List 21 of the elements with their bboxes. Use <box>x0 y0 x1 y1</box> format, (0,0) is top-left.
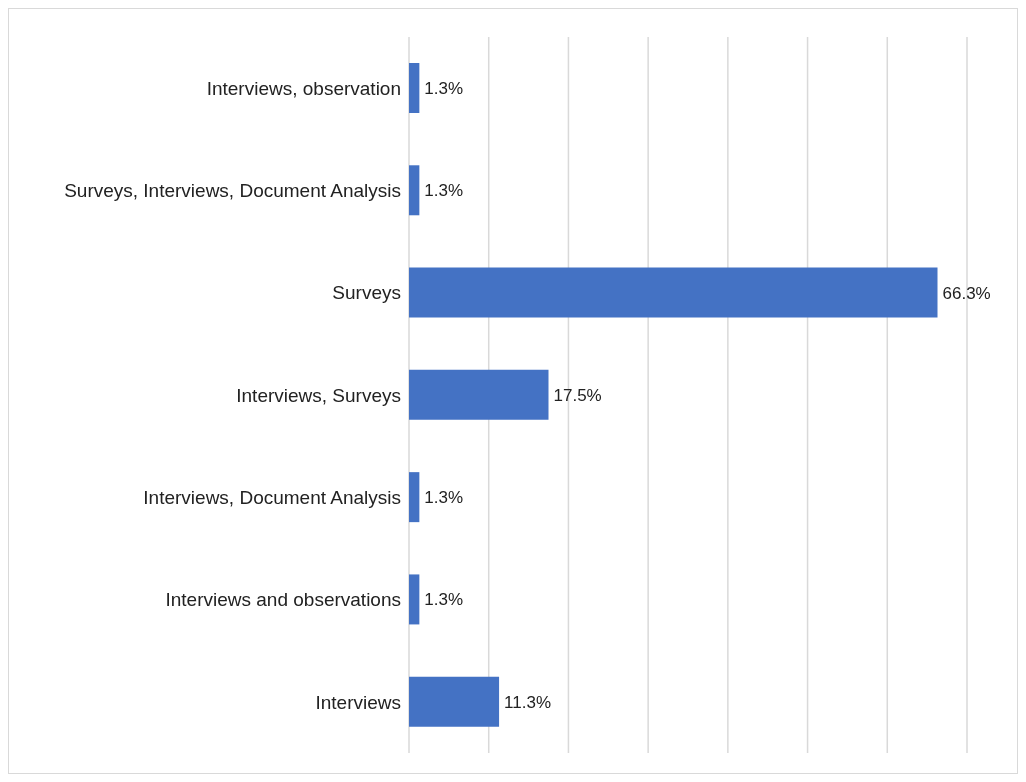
bar <box>409 63 420 113</box>
data-label: 11.3% <box>504 692 552 712</box>
bar <box>409 574 420 625</box>
bar <box>409 472 420 523</box>
bar <box>409 369 549 420</box>
data-label: 66.3% <box>942 283 991 303</box>
y-tick-label: Interviews, observation <box>206 77 401 99</box>
data-label: 17.5% <box>553 385 602 405</box>
data-label: 1.3% <box>424 79 464 99</box>
y-tick-label: Surveys <box>332 282 401 304</box>
data-label: 1.3% <box>424 181 464 201</box>
bar <box>409 676 500 727</box>
data-label: 1.3% <box>424 488 464 508</box>
bar <box>409 165 420 216</box>
y-tick-label: Interviews and observations <box>165 589 401 611</box>
y-tick-label: Surveys, Interviews, Document Analysis <box>64 180 401 202</box>
y-tick-label: Interviews, Document Analysis <box>143 487 401 509</box>
y-tick-label: Interviews, Surveys <box>236 384 401 406</box>
y-tick-label: Interviews <box>315 691 401 713</box>
bar <box>409 267 938 318</box>
data-label: 1.3% <box>424 590 464 610</box>
